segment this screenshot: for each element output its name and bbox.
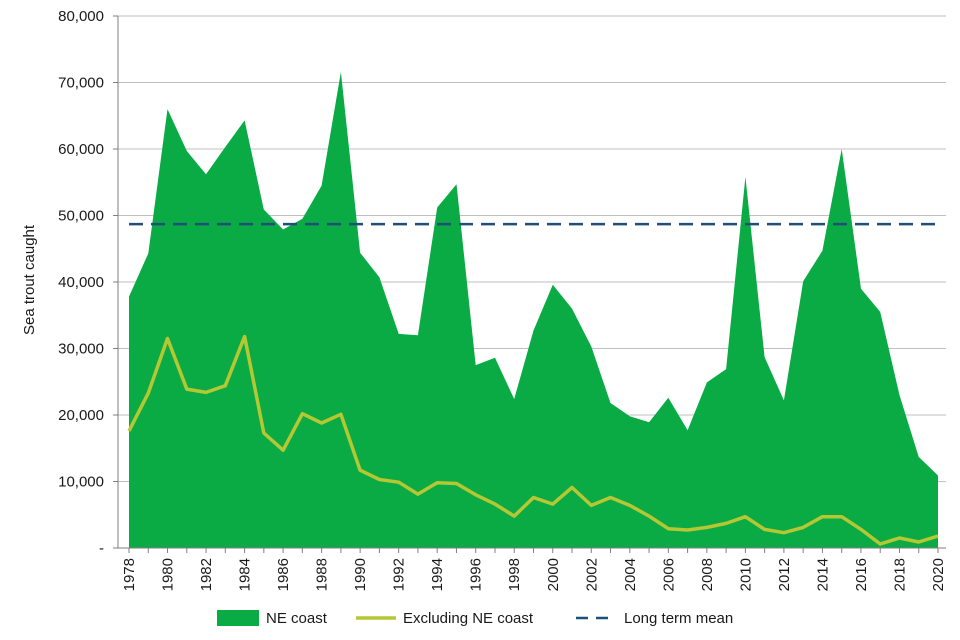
y-tick-label: 50,000 [58, 208, 104, 225]
x-tick-label: 1990 [352, 558, 369, 591]
legend-swatch-ne-coast [217, 610, 259, 626]
legend: NE coast Excluding NE coast Long term mean [217, 610, 733, 627]
x-tick-label: 1982 [198, 558, 215, 591]
y-tick-label: 80,000 [58, 8, 104, 25]
x-tick-label: 2012 [776, 558, 793, 591]
legend-label-long-term-mean: Long term mean [624, 610, 733, 627]
x-tick-label: 2016 [853, 558, 870, 591]
x-tick-label: 1980 [160, 558, 177, 591]
excluding-ne-coast-line [127, 334, 939, 546]
y-tick-label: 30,000 [58, 341, 104, 358]
y-tick-label: 10,000 [58, 474, 104, 491]
x-tick-label: 2020 [930, 558, 947, 591]
x-tick-label: 2010 [737, 558, 754, 591]
ne-coast-area [129, 71, 938, 549]
x-tick-label: 1986 [275, 558, 292, 591]
x-tick-label: 2004 [622, 558, 639, 591]
y-tick-label: - [99, 540, 104, 557]
x-tick-label: 2002 [583, 558, 600, 591]
x-tick-label: 1984 [237, 558, 254, 591]
x-tick-label: 2008 [699, 558, 716, 591]
x-tick-label: 1992 [391, 558, 408, 591]
x-tick-label: 2006 [660, 558, 677, 591]
x-tick-label: 1998 [506, 558, 523, 591]
ne-coast-area-layer [129, 71, 938, 549]
y-tick-label: 20,000 [58, 407, 104, 424]
y-axis-title: Sea trout caught [21, 224, 38, 335]
x-tick-label: 2018 [891, 558, 908, 591]
series-lines-layer [127, 222, 939, 546]
legend-label-ne-coast: NE coast [266, 610, 328, 627]
axes [113, 15, 946, 553]
x-tick-label: 2000 [545, 558, 562, 591]
x-tick-label: 1994 [429, 558, 446, 591]
legend-label-excluding-ne-coast: Excluding NE coast [403, 610, 534, 627]
y-tick-label: 60,000 [58, 141, 104, 158]
x-tick-label: 2014 [814, 558, 831, 591]
y-tick-label: 70,000 [58, 75, 104, 92]
x-tick-label: 1996 [468, 558, 485, 591]
x-tick-label: 1978 [121, 558, 138, 591]
x-tick-label: 1988 [314, 558, 331, 591]
y-tick-label: 40,000 [58, 274, 104, 291]
y-tick-labels: - 10,000 20,000 30,000 40,000 50,000 60,000 70,… [58, 8, 104, 557]
x-tick-labels: 1978 1980 1982 1984 1986 1988 1990 1992 1994 1996… [121, 558, 947, 591]
